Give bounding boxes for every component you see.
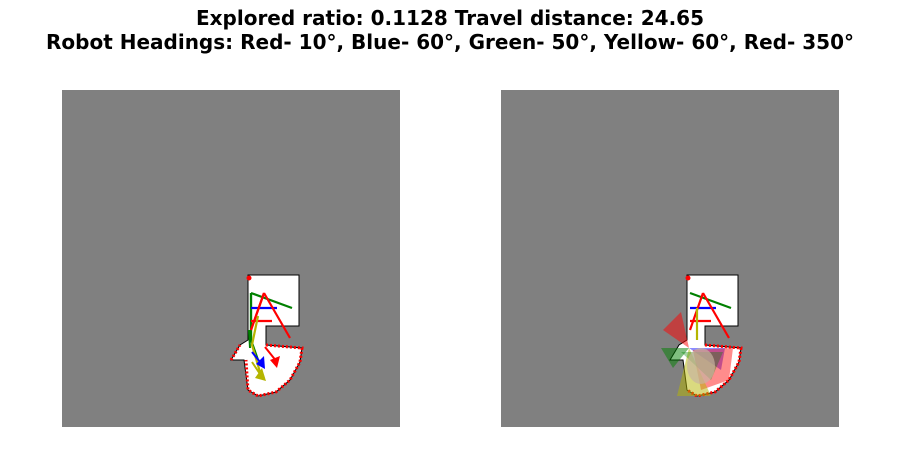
left-map-canvas	[62, 90, 400, 427]
unknown-area	[501, 90, 839, 427]
green-robot-path-b	[250, 291, 293, 310]
red-arrow-head-1	[270, 356, 280, 368]
red-sensor-fov-1	[663, 312, 689, 348]
left-map-panel	[62, 90, 400, 427]
red-robot-path-3	[249, 292, 266, 331]
frontier-point	[685, 275, 691, 281]
blue-heading-arrow	[251, 351, 261, 363]
figure-title-line-2: Robot Headings: Red- 10°, Blue- 60°, Gre…	[46, 30, 854, 54]
blue-arrow-head	[256, 356, 265, 369]
green-sensor-fov	[661, 348, 689, 368]
frontier-boundary	[229, 343, 304, 398]
green-robot-path	[689, 291, 732, 310]
yellow-heading-arrow	[251, 361, 261, 375]
figure-title-line-1: Explored ratio: 0.1128 Travel distance: …	[195, 6, 705, 30]
frontier-boundary	[686, 343, 743, 398]
right-map-canvas	[501, 90, 839, 427]
red-robot-path-2	[702, 292, 730, 339]
fov-overlap-area	[687, 348, 715, 384]
frontier-point	[246, 275, 252, 281]
right-map-panel	[501, 90, 839, 427]
yellow-arrow-head	[255, 368, 266, 381]
green-heading-arrow	[248, 329, 251, 349]
red-robot-path-4	[263, 292, 291, 339]
unknown-area	[62, 90, 400, 427]
